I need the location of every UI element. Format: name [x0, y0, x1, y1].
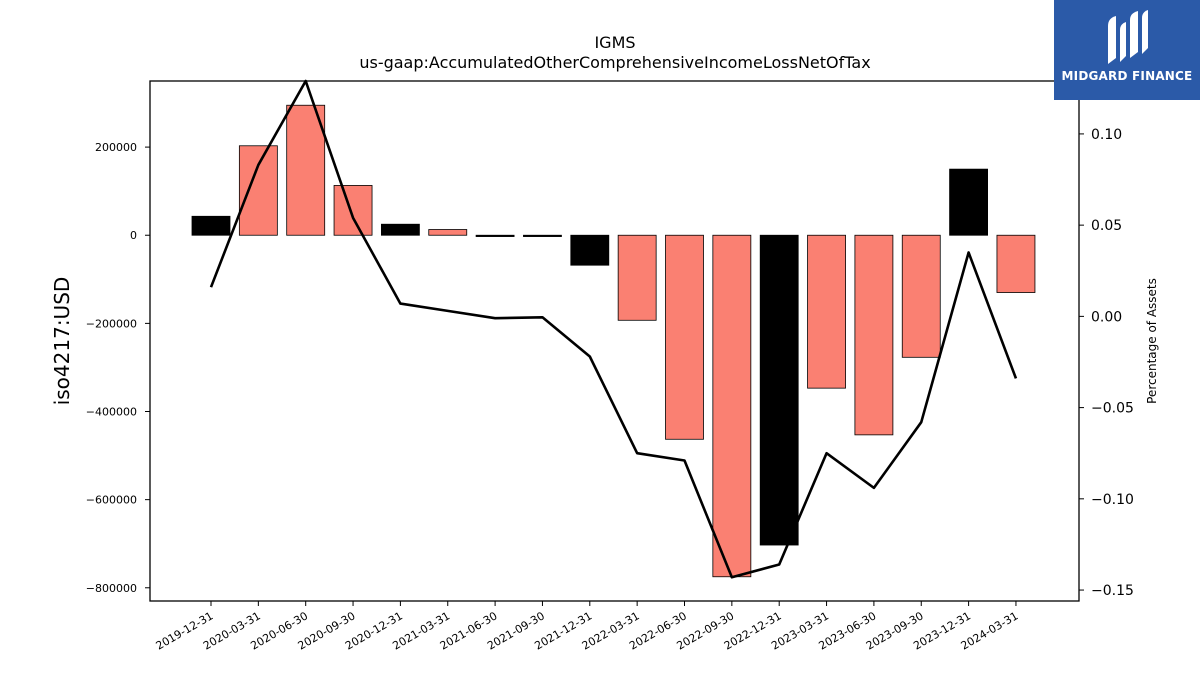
bar-2023-09-30	[901, 234, 941, 358]
bar-2020-03-31	[238, 145, 278, 236]
y2-tick-label: 0.10	[1091, 127, 1122, 143]
plot-frame	[149, 80, 1080, 602]
bar-2021-03-31	[428, 229, 468, 236]
line-series	[209, 79, 1018, 579]
bar-2023-03-31	[807, 234, 846, 389]
y-tick-label: −400000	[86, 406, 137, 419]
y2-tick-label: 0.05	[1091, 218, 1122, 234]
bar-2020-06-30	[286, 104, 326, 236]
y-axis-label: iso4217:USD	[50, 277, 74, 406]
left-axis-ticks: 200000 0 −200000 −400000 −600000 −800000	[86, 141, 150, 595]
bar-2021-09-30	[523, 234, 562, 237]
y2-tick-label: −0.15	[1091, 583, 1134, 599]
y2-tick-label: 0.00	[1091, 309, 1122, 325]
x-axis-ticks: 2019-12-312020-03-312020-06-302020-09-30…	[154, 601, 1020, 653]
y-tick-label: −600000	[86, 494, 137, 507]
bar-2021-06-30	[475, 234, 515, 237]
y-tick-label: 0	[130, 229, 137, 242]
midgard-finance-logo: MIDGARD FINANCE	[1054, 0, 1200, 100]
bar-2019-12-31	[191, 215, 231, 236]
chart-subtitle: us-gaap:AccumulatedOtherComprehensiveInc…	[359, 53, 870, 72]
y2-tick-label: −0.05	[1091, 401, 1134, 417]
right-axis-ticks: 0.10 0.05 0.00 −0.05 −0.10 −0.15	[1079, 127, 1134, 599]
y-tick-label: 200000	[95, 141, 137, 154]
chart-title: IGMS	[594, 33, 635, 52]
y2-tick-label: −0.10	[1091, 492, 1134, 508]
bar-2020-09-30	[333, 185, 373, 236]
percentage-line	[209, 79, 1018, 579]
bar-2020-12-31	[380, 223, 420, 236]
y-tick-label: −200000	[86, 317, 137, 330]
logo-text: MIDGARD FINANCE	[1061, 69, 1193, 83]
midgard-logo-icon	[1108, 10, 1148, 64]
bar-2021-12-31	[570, 234, 610, 266]
y2-axis-label: Percentage of Assets	[1145, 278, 1159, 404]
bar-2022-12-31	[759, 234, 799, 546]
bar-2023-06-30	[854, 234, 894, 436]
bar-2024-03-31	[996, 234, 1036, 293]
y-tick-label: −800000	[86, 582, 137, 595]
bar-2023-12-31	[949, 168, 988, 236]
bar-series	[191, 104, 1036, 578]
bar-2022-03-31	[617, 234, 657, 321]
bar-2022-06-30	[665, 234, 704, 440]
bar-2022-09-30	[712, 234, 752, 578]
